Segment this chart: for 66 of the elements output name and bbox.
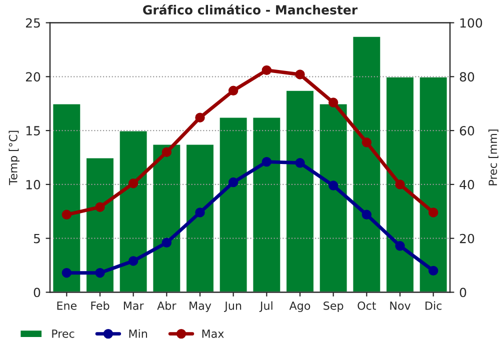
- point: [228, 177, 238, 188]
- bar: [418, 76, 448, 292]
- point: [195, 112, 205, 122]
- y2-tick-label: 40: [460, 180, 474, 190]
- bar: [85, 156, 115, 292]
- x-tick-label: Abr: [157, 301, 176, 310]
- y2-tick-label: 20: [460, 234, 474, 244]
- point: [428, 208, 438, 218]
- x-tick-label: Jul: [259, 301, 272, 312]
- bar: [285, 89, 315, 292]
- x-tick-label: Dic: [426, 301, 442, 310]
- point: [262, 156, 272, 167]
- point: [328, 180, 338, 190]
- y-tick-label: 0: [34, 288, 40, 298]
- y2-tick-label: 80: [460, 72, 474, 82]
- point: [228, 86, 238, 96]
- point: [162, 147, 172, 157]
- bar: [52, 102, 82, 292]
- point: [295, 158, 305, 168]
- bar: [252, 116, 282, 292]
- x-tick-label: Feb: [91, 301, 110, 310]
- y2-axis-title: Prec [mm]: [488, 130, 498, 186]
- y2-tick-label: 60: [460, 126, 474, 136]
- legend-label: Max: [202, 330, 224, 338]
- bar: [185, 143, 215, 292]
- x-tick-label: Mar: [124, 302, 144, 310]
- point: [62, 210, 72, 220]
- point: [328, 98, 338, 108]
- point: [95, 202, 105, 212]
- point: [162, 238, 172, 248]
- point: [95, 268, 105, 278]
- bar: [218, 116, 248, 292]
- legend-label: Prec: [52, 330, 74, 338]
- x-tick-label: May: [190, 302, 212, 312]
- y-tick-label: 5: [34, 234, 40, 244]
- y2-tick-label: 0: [460, 288, 466, 298]
- y-tick-label: 10: [26, 180, 40, 190]
- point: [395, 241, 405, 251]
- x-tick-label: Jun: [224, 302, 242, 312]
- bar: [385, 76, 415, 292]
- x-tick-label: Sep: [324, 301, 344, 312]
- point: [262, 65, 272, 76]
- x-tick-label: Oct: [358, 301, 376, 310]
- bar: [152, 143, 182, 292]
- x-tick-label: Ago: [289, 302, 310, 312]
- y-tick-label: 15: [26, 126, 40, 136]
- x-tick-label: Nov: [390, 302, 411, 310]
- point: [128, 178, 138, 188]
- x-tick-label: Ene: [57, 302, 77, 310]
- point: [395, 180, 405, 190]
- y-axis-title: Temp [°C]: [8, 130, 20, 186]
- bar: [352, 36, 382, 292]
- point: [362, 210, 372, 220]
- point: [295, 70, 305, 80]
- y2-tick-label: 100: [460, 18, 482, 28]
- point: [195, 208, 205, 218]
- y-tick-label: 25: [26, 18, 40, 28]
- y-tick-label: 20: [26, 72, 40, 82]
- point: [62, 268, 72, 278]
- point: [128, 256, 138, 266]
- legend-label: Min: [129, 329, 147, 338]
- point: [428, 266, 438, 276]
- bar: [118, 130, 148, 292]
- bar: [318, 102, 348, 292]
- point: [362, 138, 372, 148]
- chart-title: Gráfico climático - Manchester: [143, 4, 358, 15]
